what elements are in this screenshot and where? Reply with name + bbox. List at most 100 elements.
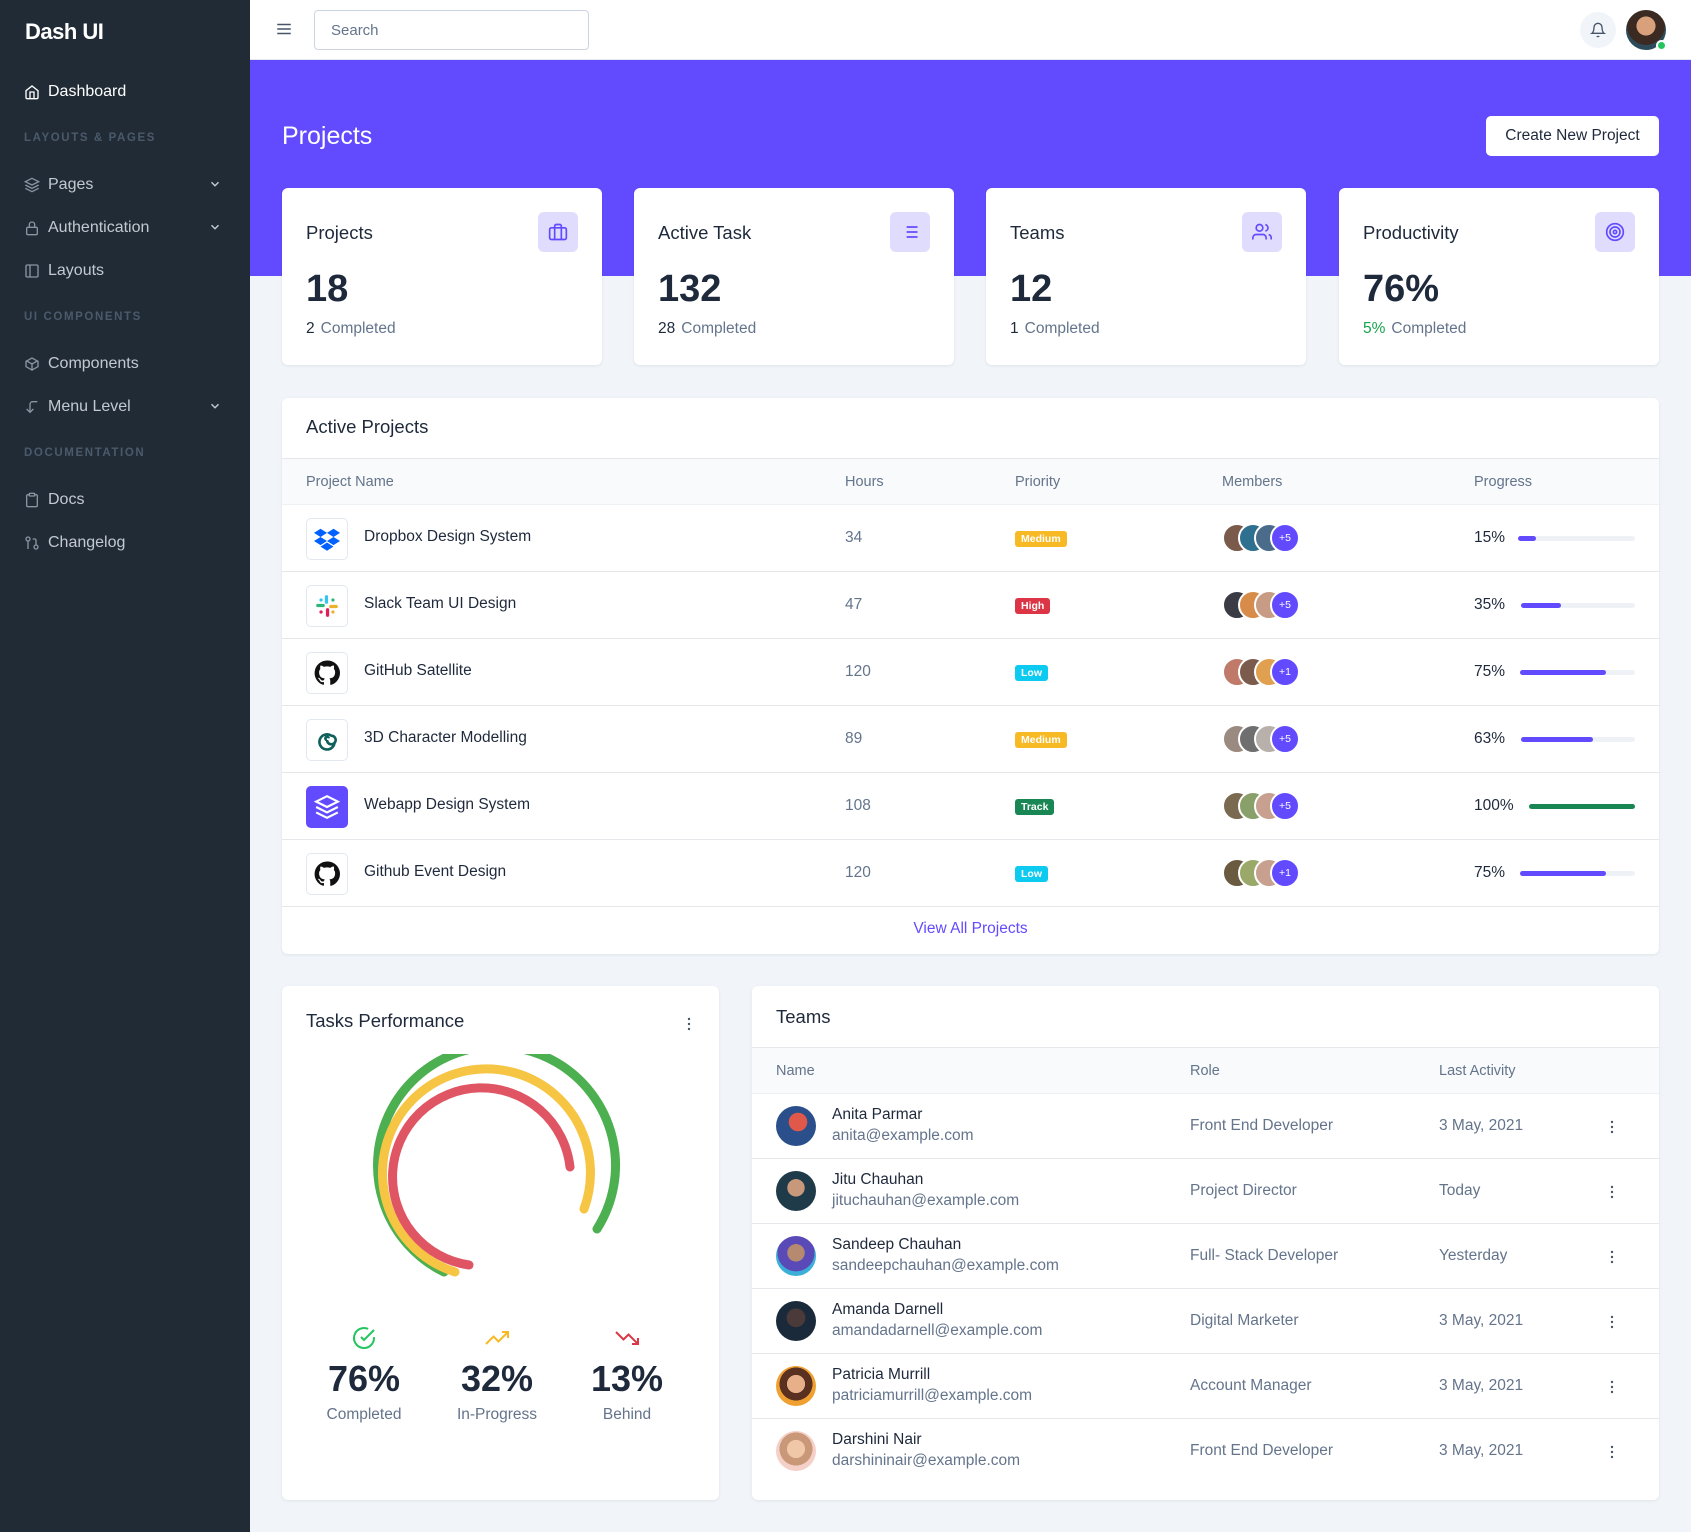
last-activity: 3 May, 2021 <box>1439 1312 1524 1329</box>
stat-subtext: 2 Completed <box>306 320 396 338</box>
project-hours: 120 <box>845 663 871 680</box>
topbar <box>250 0 1691 60</box>
stat-title: Active Task <box>658 222 752 243</box>
column-header: Progress <box>1474 474 1533 490</box>
online-status-dot <box>1656 40 1667 51</box>
table-row[interactable]: Amanda Darnell amandadarnell@example.com… <box>752 1289 1659 1354</box>
tasks-performance-card: Tasks Performance 76% Completed 32% In-P… <box>282 986 719 1500</box>
stat-value: 76% <box>1363 268 1440 310</box>
bell-icon <box>1590 22 1606 38</box>
metric-value: 32% <box>460 1358 534 1399</box>
sidebar-item-label: Dashboard <box>48 82 127 100</box>
sidebar-item-docs[interactable]: Docs <box>0 478 250 521</box>
briefcase-icon <box>538 212 578 252</box>
brand-logo[interactable]: Dash UI <box>25 19 104 44</box>
project-name[interactable]: Github Event Design <box>364 863 507 880</box>
sidebar-item-label: Docs <box>48 490 85 508</box>
more-vertical-icon[interactable] <box>1610 1250 1614 1264</box>
table-row[interactable]: Sandeep Chauhan sandeepchauhan@example.c… <box>752 1224 1659 1289</box>
more-vertical-icon[interactable] <box>1610 1120 1614 1134</box>
table-row[interactable]: Anita Parmar anita@example.com Front End… <box>752 1094 1659 1159</box>
slack-icon <box>306 585 348 627</box>
sidebar-item-dashboard[interactable]: Dashboard <box>0 70 250 113</box>
table-row[interactable]: GitHub Satellite 120 Low +1 75% <box>282 639 1659 706</box>
metric-label: Behind <box>602 1406 652 1423</box>
stat-value: 12 <box>1010 268 1053 310</box>
menu-toggle-icon[interactable] <box>275 20 293 38</box>
member-role: Digital Marketer <box>1190 1312 1299 1329</box>
more-vertical-icon[interactable] <box>687 1017 691 1031</box>
project-hours: 34 <box>845 529 863 546</box>
sidebar-item-menu-level[interactable]: Menu Level <box>0 385 250 428</box>
more-members-count: +5 <box>1270 523 1300 553</box>
project-name[interactable]: GitHub Satellite <box>364 662 472 679</box>
sidebar-item-label: Components <box>48 354 139 372</box>
progress-fill <box>1521 737 1593 742</box>
sidebar-item-authentication[interactable]: Authentication <box>0 206 250 249</box>
sidebar-item-changelog[interactable]: Changelog <box>0 521 250 564</box>
stat-value: 18 <box>306 268 349 310</box>
progress-bar <box>1521 603 1635 608</box>
lock-icon <box>24 220 40 236</box>
more-vertical-icon[interactable] <box>1610 1380 1614 1394</box>
table-row[interactable]: Jitu Chauhan jituchauhan@example.com Pro… <box>752 1159 1659 1224</box>
stat-title: Teams <box>1010 222 1065 243</box>
create-project-button[interactable]: Create New Project <box>1486 116 1659 156</box>
list-icon <box>890 212 930 252</box>
stat-subtext: 1 Completed <box>1010 320 1100 338</box>
notification-button[interactable] <box>1580 12 1616 48</box>
more-vertical-icon[interactable] <box>1610 1445 1614 1459</box>
sidebar-item-pages[interactable]: Pages <box>0 163 250 206</box>
sidebar-item-label: Authentication <box>48 218 150 236</box>
table-row[interactable]: Darshini Nair darshininair@example.com F… <box>752 1419 1659 1484</box>
project-name[interactable]: 3D Character Modelling <box>364 729 527 746</box>
nav-heading-documentation: DOCUMENTATION <box>24 447 146 459</box>
progress-percent: 75% <box>1474 663 1506 680</box>
member-email: darshininair@example.com <box>832 1452 1021 1469</box>
stat-value: 132 <box>658 268 722 310</box>
user-avatar[interactable] <box>1626 10 1667 51</box>
search-input[interactable] <box>314 10 589 50</box>
git-pull-request-icon <box>24 535 40 551</box>
table-row[interactable]: Dropbox Design System 34 Medium +5 15% <box>282 505 1659 572</box>
member-email: amandadarnell@example.com <box>832 1322 1043 1339</box>
more-members-count: +5 <box>1270 724 1300 754</box>
column-header: Name <box>776 1063 815 1079</box>
stat-sub-number: 2 <box>306 320 315 337</box>
project-name[interactable]: Webapp Design System <box>364 796 530 813</box>
stat-card-active-task: Active Task 132 28 Completed <box>634 188 954 365</box>
sidebar-item-components[interactable]: Components <box>0 342 250 385</box>
priority-badge: Low <box>1015 866 1048 882</box>
table-row[interactable]: 3D Character Modelling 89 Medium +5 63% <box>282 706 1659 773</box>
project-name[interactable]: Slack Team UI Design <box>364 595 517 612</box>
member-email: patriciamurrill@example.com <box>832 1387 1033 1404</box>
progress-fill <box>1529 804 1635 809</box>
trending-down-icon <box>562 1326 692 1352</box>
teams-card: Teams Name Role Last Activity Anita Parm… <box>752 986 1659 1500</box>
table-row[interactable]: Webapp Design System 108 Track +5 100% <box>282 773 1659 840</box>
avatar <box>776 1301 816 1341</box>
stat-subtext: 5% Completed <box>1363 320 1466 338</box>
column-header: Role <box>1190 1063 1220 1079</box>
more-vertical-icon[interactable] <box>1610 1185 1614 1199</box>
member-role: Front End Developer <box>1190 1117 1334 1134</box>
card-title: Active Projects <box>306 416 429 437</box>
stat-sub-number: 1 <box>1010 320 1019 337</box>
project-name[interactable]: Dropbox Design System <box>364 528 532 545</box>
priority-badge: High <box>1015 598 1051 614</box>
more-members-count: +1 <box>1270 858 1300 888</box>
table-row[interactable]: Github Event Design 120 Low +1 75% <box>282 840 1659 907</box>
package-icon <box>24 356 40 372</box>
member-role: Project Director <box>1190 1182 1297 1199</box>
sidebar-item-layouts[interactable]: Layouts <box>0 249 250 292</box>
target-icon <box>1595 212 1635 252</box>
users-icon <box>1242 212 1282 252</box>
sidebar-layout-icon <box>24 263 40 279</box>
progress-bar <box>1518 536 1635 541</box>
member-name: Jitu Chauhan <box>832 1171 924 1188</box>
view-all-projects-link[interactable]: View All Projects <box>913 920 1028 937</box>
table-row[interactable]: Slack Team UI Design 47 High +5 35% <box>282 572 1659 639</box>
more-vertical-icon[interactable] <box>1610 1315 1614 1329</box>
stat-card-productivity: Productivity 76% 5% Completed <box>1339 188 1659 365</box>
table-row[interactable]: Patricia Murrill patriciamurrill@example… <box>752 1354 1659 1419</box>
